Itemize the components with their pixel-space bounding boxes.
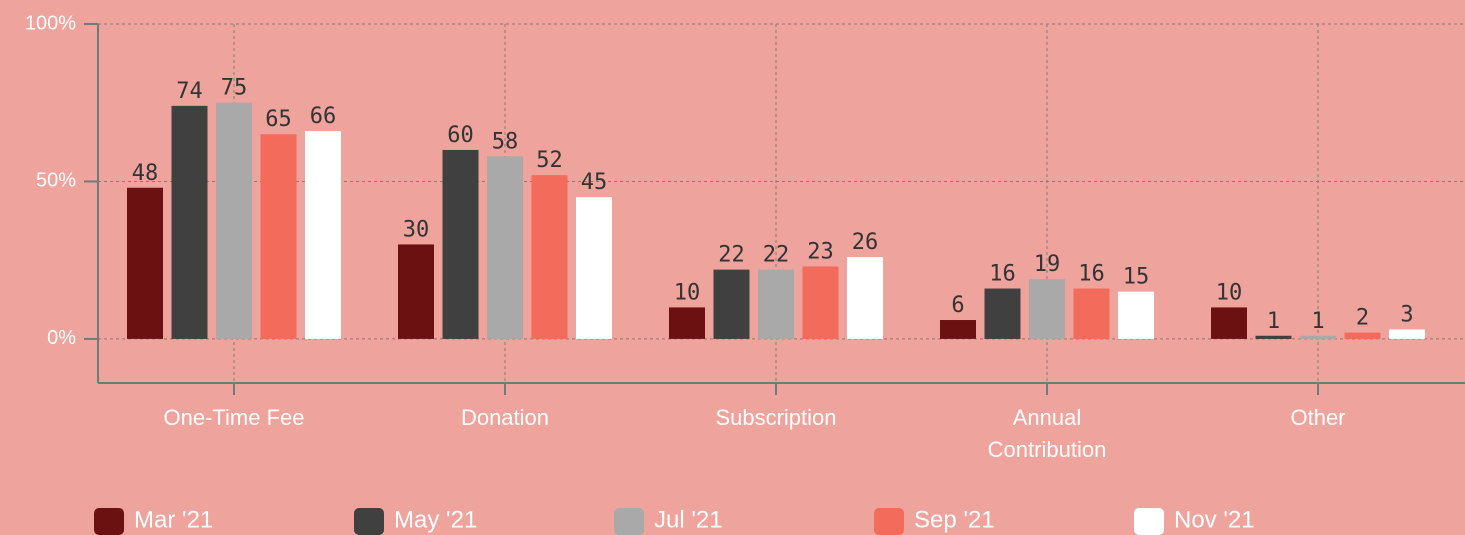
bar (1344, 332, 1381, 339)
bar (531, 175, 568, 339)
bar (802, 266, 839, 339)
data-label: 74 (176, 79, 203, 104)
bar (1029, 279, 1065, 339)
bar (442, 149, 479, 339)
bar (305, 131, 341, 339)
data-label: 1 (1311, 309, 1324, 334)
bar (1118, 291, 1154, 339)
data-label: 45 (581, 170, 608, 195)
bar (984, 288, 1021, 339)
legend-swatch (1134, 508, 1164, 535)
bar (1300, 335, 1336, 339)
bar (127, 187, 163, 339)
bar (1073, 288, 1110, 339)
data-label: 10 (1216, 280, 1243, 305)
data-label: 16 (1078, 262, 1105, 287)
bar (1389, 329, 1425, 339)
data-label: 22 (718, 243, 745, 268)
data-label: 16 (989, 262, 1016, 287)
y-tick-label: 0% (47, 327, 76, 349)
data-label: 22 (763, 243, 790, 268)
bar (171, 105, 208, 339)
data-label: 10 (674, 280, 701, 305)
y-tick-label: 100% (25, 12, 76, 34)
data-label: 66 (310, 104, 337, 129)
legend-label: Jul '21 (654, 506, 723, 533)
x-tick-label: Annual Contribution (987, 405, 1107, 462)
bar (669, 307, 705, 339)
y-tick-label: 50% (36, 170, 76, 192)
data-label: 19 (1034, 252, 1061, 277)
data-label: 75 (221, 76, 248, 101)
legend-label: Sep '21 (914, 506, 995, 533)
legend-swatch (354, 508, 384, 535)
data-label: 6 (951, 293, 964, 318)
bar (758, 269, 794, 339)
data-label: 1 (1267, 309, 1280, 334)
x-tick-label: Donation (460, 405, 550, 430)
data-label: 3 (1400, 302, 1413, 327)
data-label: 52 (536, 148, 563, 173)
legend-swatch (614, 508, 644, 535)
data-label: 26 (852, 230, 879, 255)
bar (576, 197, 612, 339)
data-label: 30 (403, 217, 430, 242)
data-label: 58 (492, 129, 519, 154)
data-label: 60 (447, 123, 474, 148)
x-tick-label: One-Time Fee (163, 405, 305, 430)
legend-label: Mar '21 (134, 506, 213, 533)
bar (940, 320, 976, 339)
bar (1255, 335, 1292, 339)
data-label: 15 (1123, 265, 1150, 290)
data-label: 23 (807, 239, 834, 264)
x-tick-label: Other (1290, 405, 1346, 430)
bar (216, 102, 252, 339)
legend-label: Nov '21 (1174, 506, 1255, 533)
data-label: 48 (132, 161, 159, 186)
bar (398, 244, 434, 339)
bar (847, 257, 883, 339)
bar (713, 269, 750, 339)
bar (1211, 307, 1247, 339)
bar (487, 156, 523, 339)
bar (260, 134, 297, 339)
legend-swatch (874, 508, 904, 535)
data-label: 2 (1356, 306, 1369, 331)
legend-label: May '21 (394, 506, 477, 533)
data-label: 65 (265, 107, 292, 132)
legend-swatch (94, 508, 124, 535)
x-tick-label: Subscription (715, 405, 837, 430)
